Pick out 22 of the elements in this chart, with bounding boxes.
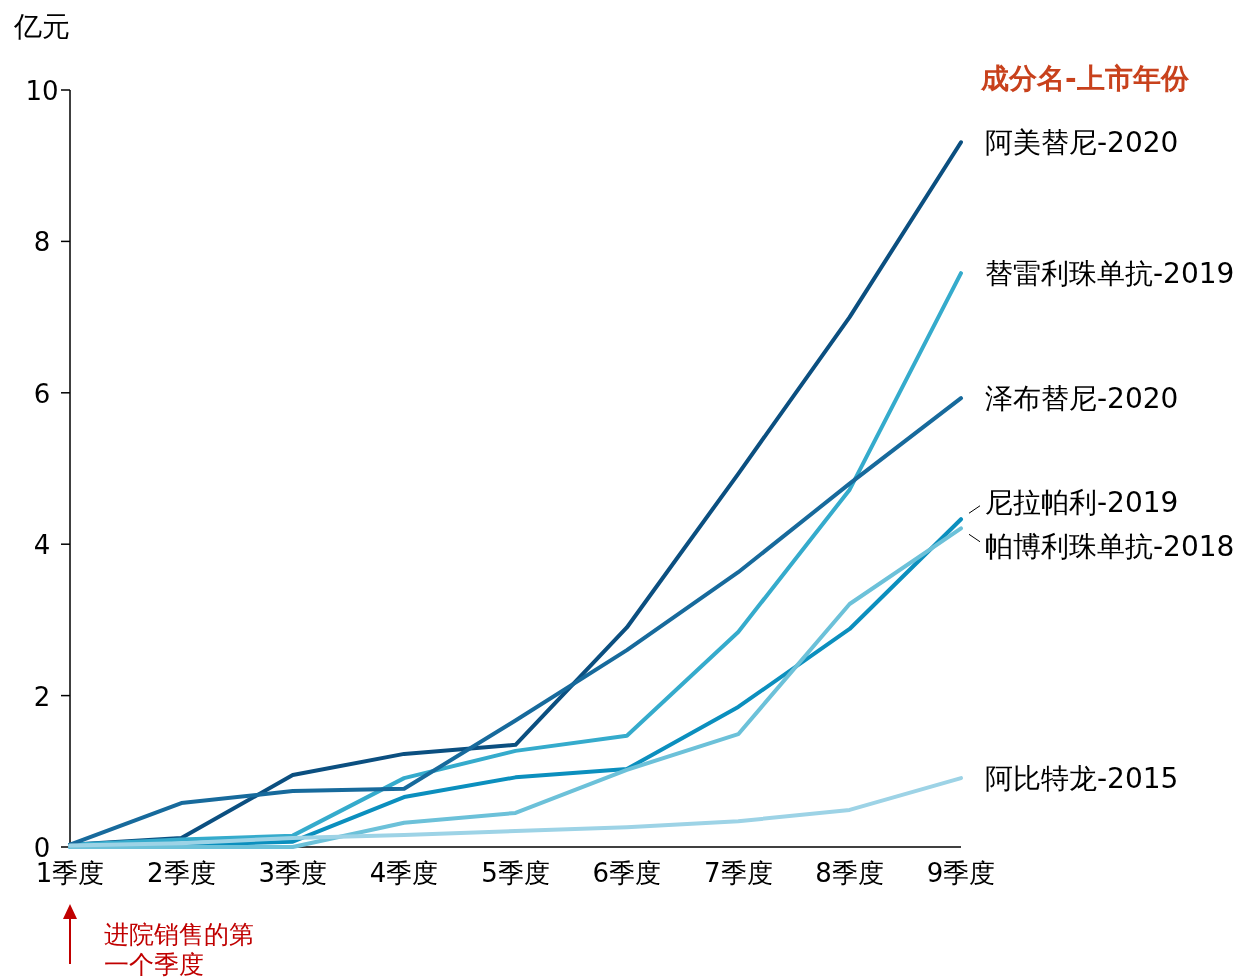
series-label: 尼拉帕利-2019 — [985, 485, 1179, 519]
series-label: 泽布替尼-2020 — [985, 382, 1179, 416]
series-label: 帕博利珠单抗-2018 — [985, 529, 1235, 563]
x-tick-label: 2季度 — [147, 858, 216, 888]
y-tick-label: 8 — [33, 227, 51, 258]
series-label: 阿美替尼-2020 — [985, 126, 1179, 160]
x-tick-label: 7季度 — [703, 858, 773, 888]
x-tick-label: 5季度 — [481, 858, 550, 888]
y-tick-label: 10 — [25, 76, 59, 106]
y-tick-label: 2 — [33, 681, 51, 712]
y-axis-title: 亿元 — [13, 10, 70, 43]
y-tick-label: 4 — [33, 530, 51, 561]
x-tick-label: 8季度 — [815, 858, 884, 888]
x-tick-label: 6季度 — [592, 858, 662, 888]
series-label: 替雷利珠单抗-2019 — [985, 257, 1235, 291]
series-label: 阿比特龙-2015 — [985, 762, 1179, 796]
legend-title: 成分名-上市年份 — [980, 62, 1190, 95]
x-tick-label: 9季度 — [926, 858, 996, 888]
y-tick-label: 6 — [33, 378, 51, 409]
x-tick-label: 3季度 — [258, 858, 328, 888]
text: 进院销售的第一个季度 — [104, 920, 254, 978]
x-tick-label: 4季度 — [369, 858, 439, 888]
